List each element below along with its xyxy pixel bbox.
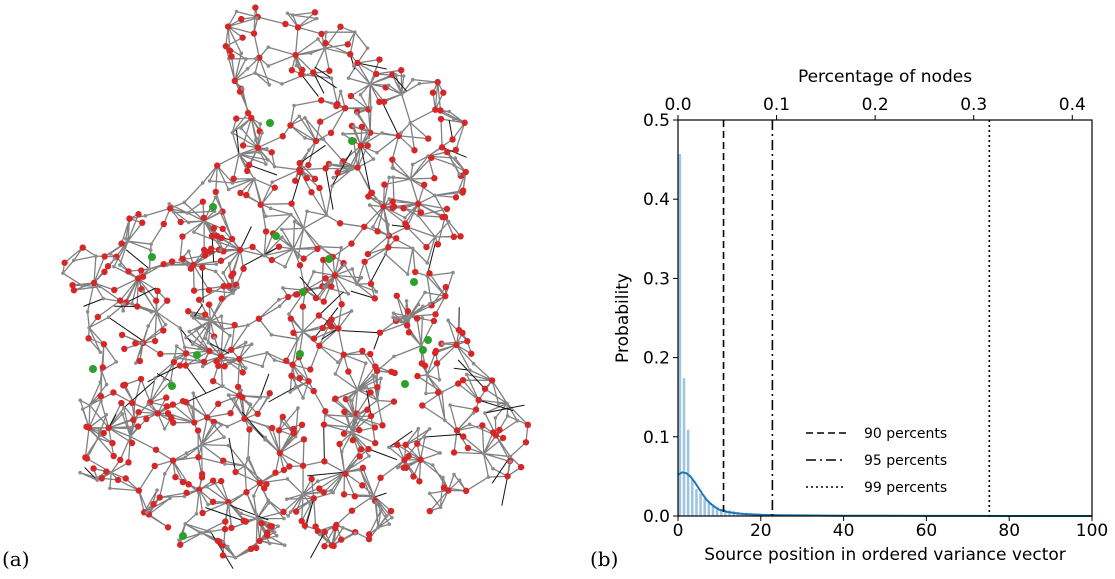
x-tick-label: 100 [1076, 521, 1108, 541]
top-tick-label: 0.2 [862, 95, 889, 115]
x-axis-ticks: 0 20 40 60 80 100 [673, 516, 1108, 541]
y-tick-label: 0.3 [643, 269, 670, 289]
legend-label: 90 percents [864, 426, 947, 442]
plot-frame [677, 119, 1093, 517]
y-axis-title: Probability [613, 273, 633, 363]
legend: 90 percents 95 percents 99 percents [806, 426, 947, 496]
histogram-bars [678, 154, 806, 516]
histogram-bar [699, 493, 702, 516]
histogram-bar [703, 498, 706, 516]
histogram-bar [678, 154, 682, 516]
histogram-bar [707, 501, 711, 516]
top-axis-ticks: 0.0 0.1 0.2 0.3 0.4 [664, 95, 1086, 120]
histogram-bar [691, 479, 694, 516]
y-tick-label: 0.1 [643, 428, 670, 448]
probability-chart: 0 20 40 60 80 100 0.00.10.20.30.40.5 0.0 0.1 0.… [613, 67, 1108, 565]
y-tick-label: 0.2 [643, 349, 670, 369]
histogram-bar [695, 489, 698, 516]
percentile-lines [722, 120, 991, 516]
y-axis-ticks: 0.0 0.1 0.2 0.3 0.4 0.5 [643, 111, 678, 527]
y-tick-label: 0.0 [643, 507, 670, 527]
histogram-bar [724, 509, 727, 516]
top-tick-label: 0.0 [664, 95, 691, 115]
top-tick-label: 0.4 [1059, 95, 1086, 115]
panel-a-label: (a) [2, 547, 30, 571]
histogram-bar [715, 507, 719, 516]
network-nodes [61, 4, 532, 560]
legend-label: 95 percents [864, 453, 947, 469]
x-tick-label: 60 [916, 521, 938, 541]
x-axis-title: Source position in ordered variance vect… [704, 545, 1066, 565]
top-tick-label: 0.3 [960, 95, 987, 115]
y-tick-label: 0.4 [643, 190, 670, 210]
legend-label: 99 percents [864, 480, 947, 496]
histogram-bar [711, 504, 715, 516]
x-tick-label: 0 [673, 521, 684, 541]
network-map [61, 4, 532, 569]
x-tick-label: 80 [998, 521, 1020, 541]
histogram-bar [686, 429, 690, 516]
top-tick-label: 0.1 [763, 95, 790, 115]
histogram-bar [682, 378, 686, 516]
network-edges [62, 7, 529, 569]
x-tick-label: 20 [750, 521, 772, 541]
x-tick-label: 40 [833, 521, 855, 541]
y-tick-label: 0.5 [643, 111, 670, 131]
top-axis-title: Percentage of nodes [798, 67, 972, 87]
histogram-bar [720, 508, 723, 516]
panel-b-label: (b) [590, 547, 618, 571]
